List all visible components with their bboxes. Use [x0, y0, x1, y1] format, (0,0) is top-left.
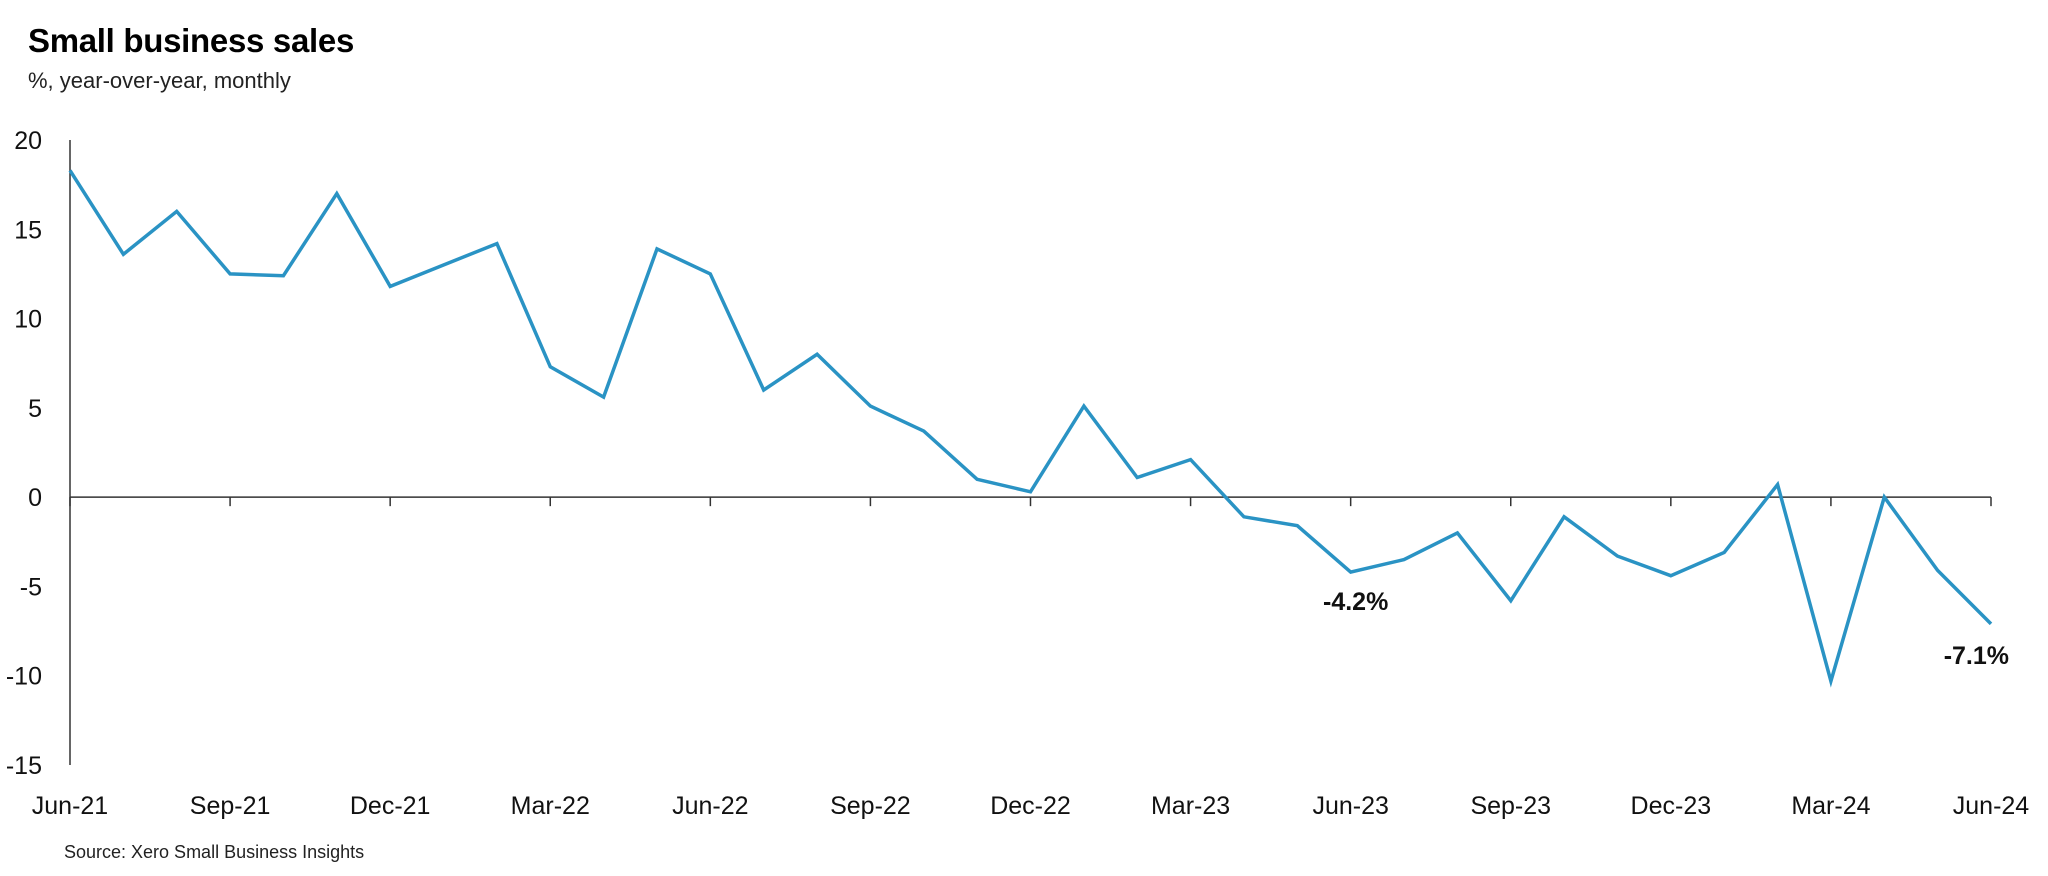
x-axis: Jun-21 Sep-21 Dec-21 Mar-22 Jun-22 Sep-22 Dec-…: [32, 496, 2030, 820]
x-tick-label: Jun-23: [1312, 792, 1388, 820]
x-tick-label: Mar-23: [1151, 792, 1230, 820]
x-tick-label: Dec-23: [1631, 792, 1712, 820]
x-tick-label: Sep-23: [1470, 792, 1551, 820]
annotations-layer: -4.2% -7.1%: [1323, 588, 2009, 670]
x-tick-label: Sep-21: [190, 792, 271, 820]
x-tick-label: Mar-22: [511, 792, 590, 820]
x-tick-label: Mar-24: [1791, 792, 1870, 820]
y-tick-label: -10: [6, 663, 42, 691]
y-axis: 20 15 10 5 0 -5 -10 -15: [6, 127, 71, 780]
data-label: -4.2%: [1323, 588, 1388, 616]
x-tick-label: Jun-24: [1953, 792, 2030, 820]
y-tick-label: 5: [28, 395, 42, 423]
y-tick-label: 15: [14, 216, 42, 244]
y-tick-label: 10: [14, 306, 42, 334]
x-tick-label: Jun-21: [32, 792, 108, 820]
chart-title: Small business sales: [28, 22, 355, 59]
series-layer: [68, 169, 1993, 688]
y-tick-label: 20: [14, 127, 42, 155]
y-tick-label: 0: [28, 484, 42, 512]
x-tick-label: Sep-22: [830, 792, 911, 820]
chart-subtitle: %, year-over-year, monthly: [28, 68, 291, 93]
x-tick-label: Dec-21: [350, 792, 431, 820]
x-tick-label: Jun-22: [672, 792, 748, 820]
series-line: [68, 169, 1993, 688]
y-tick-label: -15: [6, 752, 42, 780]
source-note: Source: Xero Small Business Insights: [64, 842, 365, 862]
y-tick-label: -5: [20, 573, 42, 601]
x-tick-label: Dec-22: [990, 792, 1071, 820]
data-label: -7.1%: [1944, 642, 2009, 670]
